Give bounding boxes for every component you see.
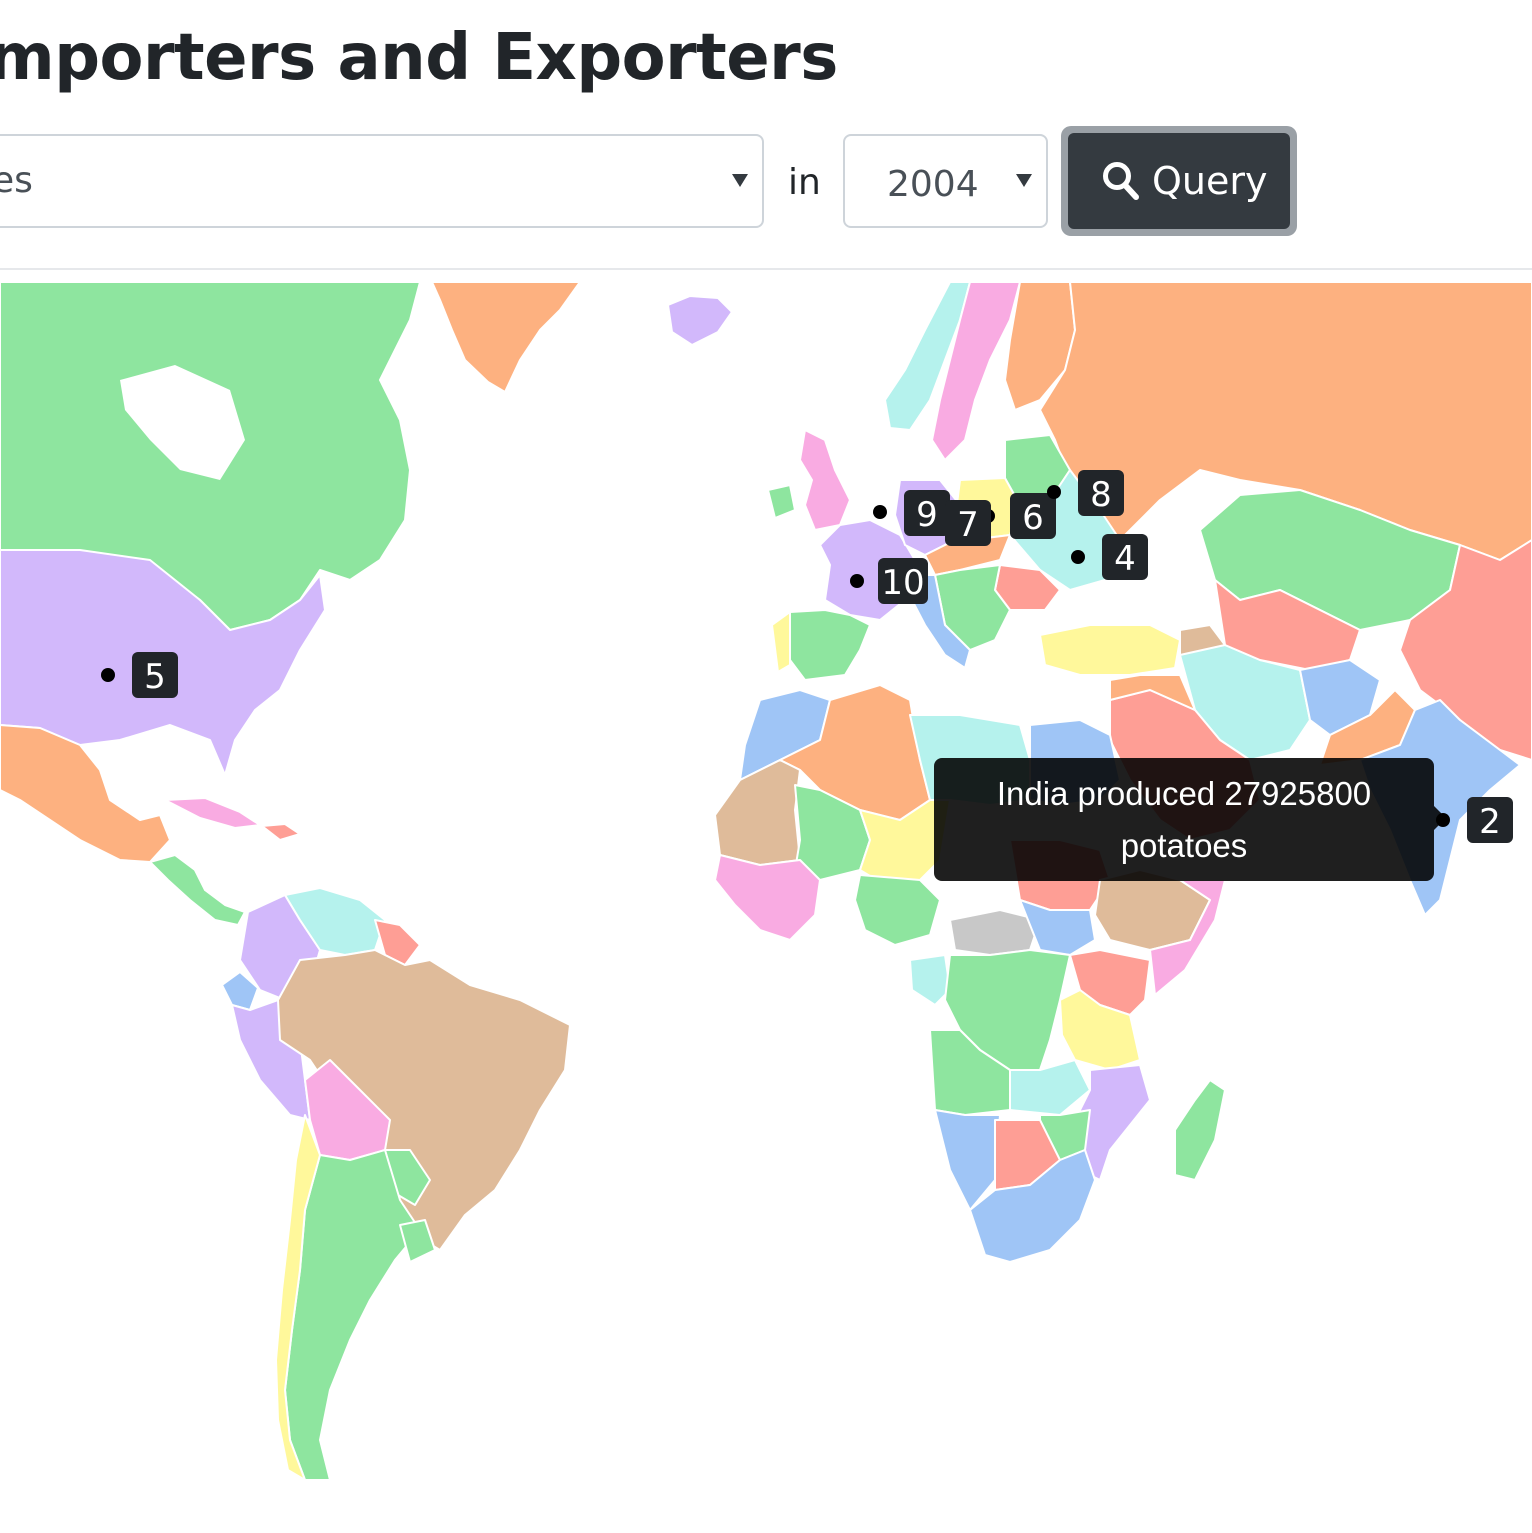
- country-uk[interactable]: [799, 429, 851, 531]
- marker-label: 5: [144, 657, 166, 697]
- marker-label: 6: [1022, 498, 1044, 538]
- marker-badge: [904, 490, 950, 536]
- country-turkey[interactable]: [1039, 624, 1181, 676]
- product-select[interactable]: es: [0, 134, 764, 228]
- product-select-value: es: [0, 160, 33, 201]
- marker-dot: [850, 574, 864, 588]
- region-central-america[interactable]: [149, 854, 246, 926]
- marker-4[interactable]: 4: [1071, 534, 1148, 580]
- in-label: in: [788, 162, 821, 203]
- marker-badge: [878, 558, 928, 604]
- country-iceland[interactable]: [667, 295, 733, 346]
- marker-badge: [132, 652, 178, 698]
- country-niger-chad[interactable]: [859, 799, 951, 883]
- year-select[interactable]: 2004: [843, 134, 1048, 228]
- marker-badge: [1010, 493, 1056, 539]
- tooltip-arrow: [1434, 806, 1446, 830]
- marker-label: 8: [1090, 475, 1112, 515]
- region-levant[interactable]: [1109, 674, 1196, 711]
- marker-9[interactable]: 9: [873, 490, 950, 536]
- marker-dot: [1071, 550, 1085, 564]
- world-map[interactable]: 5 10 9 7 6 8 4: [0, 280, 1532, 1533]
- marker-badge: [1078, 470, 1124, 516]
- marker-label: 10: [881, 563, 924, 603]
- marker-6[interactable]: 6: [1010, 493, 1056, 539]
- year-select-value: 2004: [887, 164, 979, 205]
- marker-group: 5 10 9 7 6 8 4: [101, 470, 1513, 843]
- region-central-asia[interactable]: [1214, 579, 1361, 671]
- marker-dot: [1047, 485, 1061, 499]
- marker-badge: [1102, 534, 1148, 580]
- island-hispaniola[interactable]: [261, 823, 301, 841]
- country-tanzania[interactable]: [1059, 989, 1141, 1071]
- marker-10[interactable]: 10: [850, 558, 928, 604]
- marker-7[interactable]: 7: [945, 500, 995, 546]
- country-madagascar[interactable]: [1174, 1079, 1226, 1181]
- marker-label: 4: [1114, 539, 1136, 579]
- marker-8[interactable]: 8: [1047, 470, 1124, 516]
- country-sweden[interactable]: [931, 281, 1021, 461]
- country-portugal[interactable]: [771, 611, 791, 673]
- page-title: mporters and Exporters: [0, 21, 838, 95]
- country-ecuador[interactable]: [221, 971, 259, 1011]
- marker-label: 9: [916, 495, 938, 535]
- marker-label: 7: [957, 505, 979, 545]
- country-cameroon-gabon[interactable]: [909, 954, 951, 1006]
- water-hudson-bay: [120, 365, 245, 480]
- map-tooltip: India produced 27925800 potatoes: [934, 758, 1446, 881]
- island-cuba[interactable]: [164, 797, 261, 829]
- tooltip-line-1: India produced 27925800: [996, 775, 1372, 812]
- marker-5[interactable]: 5: [101, 652, 178, 698]
- country-ireland[interactable]: [767, 484, 796, 519]
- marker-2[interactable]: 2: [1436, 797, 1513, 843]
- country-greenland[interactable]: [431, 281, 581, 393]
- search-icon: [1103, 162, 1139, 200]
- country-uruguay[interactable]: [399, 1219, 436, 1263]
- country-mexico[interactable]: [0, 724, 171, 863]
- country-drc[interactable]: [944, 949, 1071, 1071]
- marker-dot: [873, 505, 887, 519]
- tooltip-line-2: potatoes: [1120, 827, 1248, 864]
- country-nigeria[interactable]: [854, 874, 941, 946]
- chevron-down-icon: [732, 174, 748, 187]
- country-mauritania[interactable]: [714, 759, 801, 866]
- query-button-label: Query: [1152, 159, 1268, 203]
- country-south-africa[interactable]: [969, 1149, 1096, 1263]
- country-chile[interactable]: [275, 1114, 321, 1481]
- country-guyana[interactable]: [374, 919, 421, 966]
- chevron-down-icon: [1016, 174, 1032, 187]
- divider: [0, 268, 1532, 270]
- marker-dot: [101, 668, 115, 682]
- marker-badge: [945, 500, 991, 546]
- marker-badge: [1467, 797, 1513, 843]
- query-button[interactable]: Query: [1061, 126, 1297, 236]
- country-somalia[interactable]: [1149, 879, 1226, 996]
- country-spain[interactable]: [789, 609, 871, 681]
- country-south-sudan[interactable]: [1019, 899, 1096, 956]
- query-button-body[interactable]: Query: [1068, 133, 1290, 229]
- country-mozambique[interactable]: [1074, 1064, 1151, 1181]
- region-west-africa[interactable]: [714, 854, 821, 941]
- marker-label: 2: [1479, 802, 1501, 842]
